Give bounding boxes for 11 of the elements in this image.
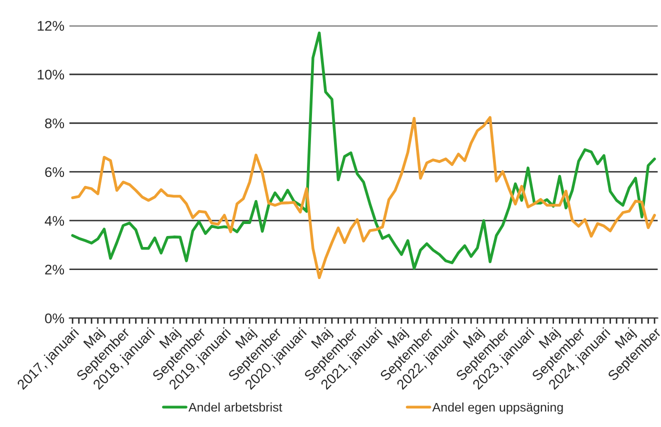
line-series: [71, 32, 656, 270]
y-tick-label: 2%: [45, 264, 64, 274]
legend-label: Andel arbetsbrist: [188, 402, 282, 412]
y-tick-label: 10%: [38, 70, 64, 80]
y-tick-label: 12%: [38, 20, 64, 31]
y-tick-label: 0%: [45, 313, 64, 324]
y-tick-label: 8%: [45, 118, 64, 128]
y-tick-label: 4%: [44, 216, 64, 226]
legend-label: Andel egen uppsägning: [432, 402, 563, 414]
line-series: [71, 116, 656, 280]
y-tick-label: 6%: [45, 167, 64, 178]
